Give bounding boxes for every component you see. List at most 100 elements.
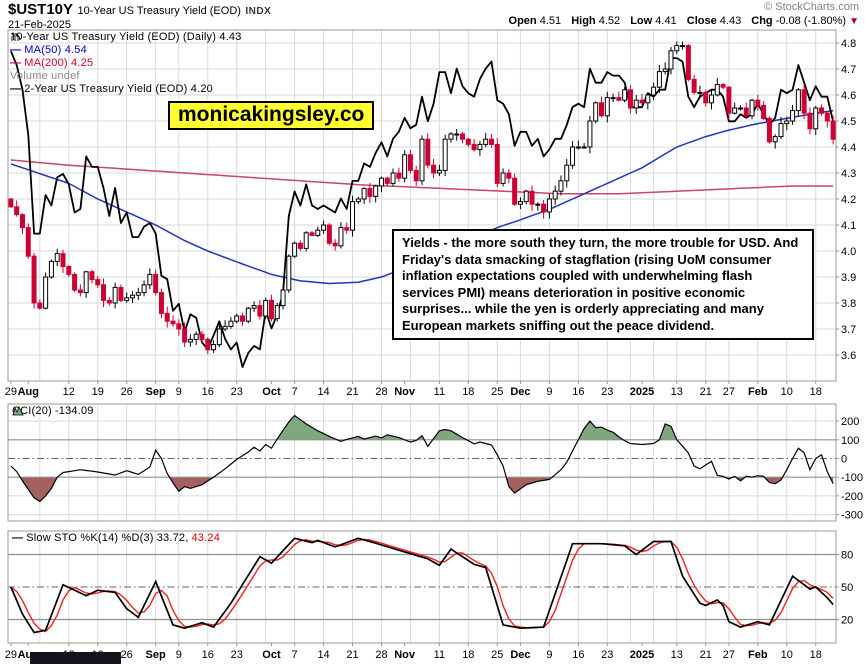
svg-text:Nov: Nov — [394, 386, 416, 398]
svg-text:18: 18 — [462, 649, 474, 661]
svg-text:Oct: Oct — [262, 649, 281, 661]
header-row-1: $UST10Y 10-Year US Treasury Yield (EOD) … — [8, 1, 859, 18]
ticker-symbol: $UST10Y — [8, 1, 74, 18]
legend-price-series: 10-Year US Treasury Yield (EOD) (Daily) … — [10, 31, 242, 44]
svg-text:4.5: 4.5 — [841, 116, 856, 128]
svg-text:3.6: 3.6 — [841, 350, 856, 362]
ohlc-readout: Open 4.51 High 4.52 Low 4.41 Close 4.43 … — [502, 15, 859, 27]
svg-text:19: 19 — [92, 386, 104, 398]
svg-text:Sep: Sep — [146, 386, 166, 398]
svg-text:29: 29 — [5, 649, 17, 661]
svg-text:-300: -300 — [841, 510, 863, 522]
copyright: © StockCharts.com — [764, 1, 859, 13]
open-value: 4.51 — [539, 15, 562, 27]
svg-text:4.8: 4.8 — [841, 38, 856, 50]
svg-text:14: 14 — [317, 386, 329, 398]
svg-text:3.9: 3.9 — [841, 272, 856, 284]
close-value: 4.43 — [719, 15, 742, 27]
svg-text:7: 7 — [292, 386, 298, 398]
svg-text:12: 12 — [63, 386, 75, 398]
svg-text:11: 11 — [434, 649, 445, 661]
svg-text:29: 29 — [5, 386, 17, 398]
svg-text:10: 10 — [781, 649, 793, 661]
legend-price-label: 10-Year US Treasury Yield (EOD) (Daily) … — [10, 31, 242, 43]
header-row-2: 21-Feb-2025 Open 4.51 High 4.52 Low 4.41… — [8, 15, 859, 31]
ma200-swatch-icon: — — [10, 57, 22, 69]
svg-text:16: 16 — [572, 649, 584, 661]
svg-text:28: 28 — [375, 649, 387, 661]
sto-d-value: 43.24 — [191, 532, 221, 544]
axis-labels: 4.8 4.7 4.6 4.5 4.4 4.3 4.2 4.1 4.0 3.9 3.8 3.7 3.6 2… — [5, 38, 863, 661]
svg-text:7: 7 — [292, 649, 298, 661]
svg-text:-100: -100 — [841, 472, 863, 484]
change-down-arrow-icon: ▼ — [849, 16, 859, 27]
legend-2y-series: — 2-Year US Treasury Yield (EOD) 4.20 — [10, 83, 242, 96]
svg-text:4.1: 4.1 — [841, 220, 856, 232]
sto-d-line — [10, 538, 834, 633]
svg-text:25: 25 — [491, 386, 503, 398]
svg-text:-200: -200 — [841, 491, 863, 503]
svg-text:Aug: Aug — [18, 386, 39, 398]
svg-text:2025: 2025 — [630, 386, 654, 398]
low-value: 4.41 — [655, 15, 677, 27]
cci-panel — [8, 414, 836, 503]
legend-ma50: — MA(50) 4.54 — [10, 44, 242, 57]
svg-text:16: 16 — [202, 649, 214, 661]
high-value: 4.52 — [598, 15, 621, 27]
sto-label: Slow STO %K(14) %D(3) — [26, 532, 154, 544]
svg-text:14: 14 — [317, 649, 329, 661]
overlay-2y-line — [10, 50, 834, 368]
svg-text:4.4: 4.4 — [841, 142, 856, 154]
svg-text:23: 23 — [231, 386, 243, 398]
svg-text:21: 21 — [700, 649, 712, 661]
svg-text:4.7: 4.7 — [841, 64, 856, 76]
low-label: Low — [630, 15, 653, 27]
cci-area-icon — [12, 406, 24, 416]
svg-text:4.6: 4.6 — [841, 90, 856, 102]
cci-value: -134.09 — [54, 405, 94, 417]
chart-date: 21-Feb-2025 — [8, 19, 71, 31]
svg-text:18: 18 — [810, 386, 822, 398]
svg-text:0: 0 — [841, 454, 847, 466]
svg-text:100: 100 — [841, 435, 859, 447]
svg-text:9: 9 — [176, 649, 182, 661]
svg-text:3.7: 3.7 — [841, 324, 856, 336]
panel-borders — [7, 29, 837, 644]
svg-text:18: 18 — [462, 386, 474, 398]
legend-ma200-label: MA(200) 4.25 — [24, 57, 94, 69]
svg-text:26: 26 — [121, 386, 133, 398]
svg-text:9: 9 — [176, 386, 182, 398]
svg-text:16: 16 — [572, 386, 584, 398]
svg-text:9: 9 — [546, 386, 552, 398]
svg-text:21: 21 — [346, 649, 358, 661]
svg-text:26: 26 — [121, 649, 133, 661]
svg-text:4.0: 4.0 — [841, 246, 856, 258]
svg-text:23: 23 — [601, 386, 613, 398]
svg-text:Sep: Sep — [146, 649, 166, 661]
svg-text:Nov: Nov — [394, 649, 416, 661]
watermark-badge: monicakingsley.co — [168, 101, 375, 130]
sto-legend: — Slow STO %K(14) %D(3) 33.72, 43.24 — [12, 532, 220, 544]
chg-label: Chg — [751, 15, 773, 27]
close-label: Close — [686, 15, 717, 27]
svg-text:80: 80 — [841, 550, 853, 562]
svg-text:21: 21 — [700, 386, 712, 398]
svg-text:28: 28 — [375, 386, 387, 398]
high-label: High — [571, 15, 596, 27]
chart-title: 10-Year US Treasury Yield (EOD) — [77, 5, 241, 17]
sto-k-value: 33.72, — [156, 532, 189, 544]
annotation-box: Yields - the more south they turn, the m… — [392, 229, 814, 340]
legend-volume-label: Volume undef — [10, 70, 80, 82]
svg-text:20: 20 — [841, 614, 853, 626]
svg-text:16: 16 — [202, 386, 214, 398]
svg-text:Feb: Feb — [748, 386, 768, 398]
svg-text:13: 13 — [671, 386, 683, 398]
svg-text:13: 13 — [671, 649, 683, 661]
svg-text:4.3: 4.3 — [841, 168, 856, 180]
svg-text:Oct: Oct — [262, 386, 281, 398]
svg-text:50: 50 — [841, 582, 853, 594]
svg-text:27: 27 — [723, 649, 735, 661]
svg-text:23: 23 — [601, 649, 613, 661]
svg-text:Dec: Dec — [510, 386, 530, 398]
